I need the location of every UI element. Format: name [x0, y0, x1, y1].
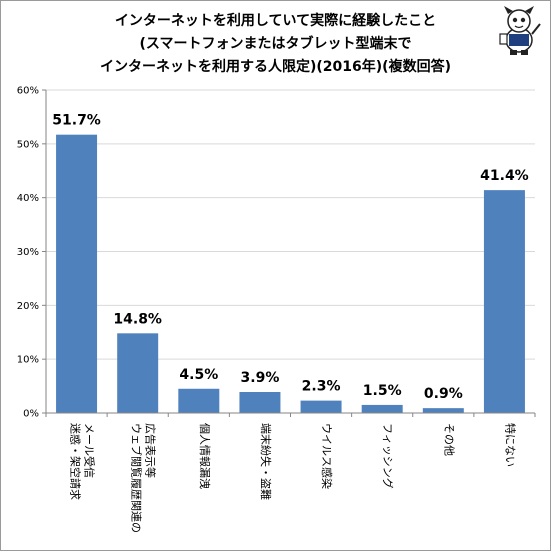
category-label: 個人情報漏洩 [198, 423, 212, 489]
data-label: 14.8% [113, 311, 162, 327]
y-tick-label: 20% [17, 301, 39, 312]
category-label: ウイルス感染 [320, 423, 334, 489]
data-label: 2.3% [302, 379, 341, 395]
y-tick-label: 40% [17, 193, 39, 204]
data-label: 41.4% [480, 168, 529, 184]
category-label: その他 [442, 423, 455, 456]
category-label: 端末紛失・盗難 [259, 423, 273, 500]
bar [117, 333, 159, 413]
mascot-logo-icon [499, 6, 541, 55]
bar [361, 404, 403, 413]
data-label: 51.7% [52, 113, 101, 129]
category-label: メール受信 [83, 423, 96, 478]
bar [300, 400, 342, 413]
bar [56, 134, 98, 413]
data-label: 3.9% [241, 370, 280, 386]
data-label: 1.5% [363, 383, 402, 399]
data-label: 0.9% [424, 386, 463, 402]
category-label: ウェブ閲覧履歴関連の [130, 423, 144, 533]
category-label: 広告表示等 [144, 423, 158, 478]
category-label: 迷惑・架空請求 [69, 423, 83, 500]
y-tick-label: 30% [17, 247, 39, 258]
bar [483, 190, 525, 413]
y-tick-label: 50% [17, 139, 39, 150]
chart-title-line-2: (スマートフォンまたはタブレット型端末で [139, 36, 412, 52]
bar [178, 388, 220, 413]
data-label: 4.5% [179, 367, 218, 383]
chart-title-line-3: インターネットを利用する人限定)(2016年)(複数回答) [100, 59, 451, 75]
bar [422, 408, 464, 413]
y-tick-label: 10% [17, 355, 39, 366]
y-tick-label: 0% [23, 409, 39, 420]
chart-title-line-1: インターネットを利用していて実際に経験したこと [114, 13, 437, 29]
category-label: フィッシング [381, 423, 395, 489]
y-tick-label: 60% [17, 86, 39, 97]
bar [239, 392, 281, 413]
category-label: 特にない [503, 423, 517, 467]
